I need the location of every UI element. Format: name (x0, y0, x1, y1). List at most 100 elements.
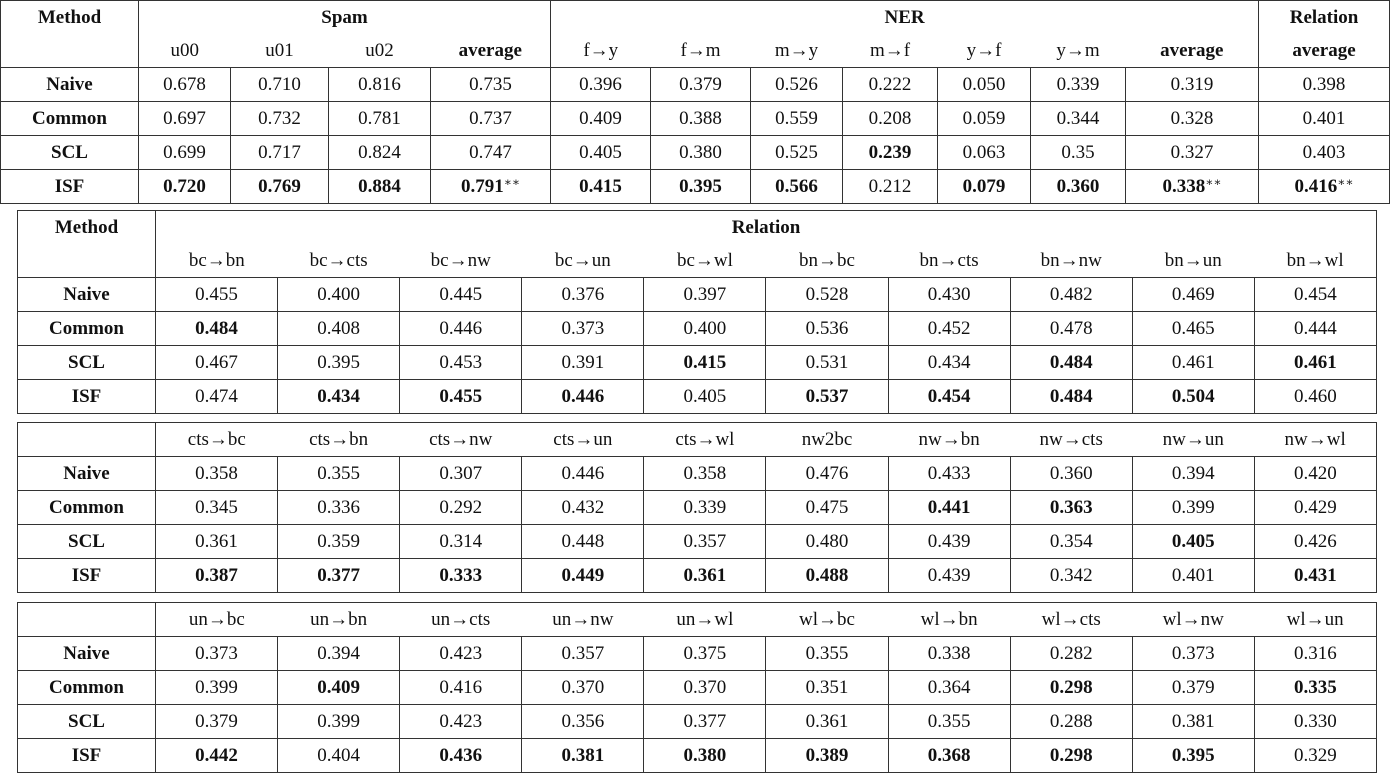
value-cell: 0.399 (1131, 490, 1255, 525)
value: 0.389 (805, 744, 849, 766)
group-header-row: Method Relation (17, 210, 1378, 244)
method-header-spacer (17, 422, 156, 457)
value-cell: 0.35 (1030, 135, 1127, 170)
value-cell: 0.478 (1009, 311, 1133, 346)
value: 0.455 (439, 385, 483, 407)
value: 0.528 (805, 283, 849, 305)
value-cell: 0.298 (1009, 670, 1133, 705)
table-row: SCL 0.467 0.395 0.453 0.391 0.415 0.531 0.434 0.… (17, 345, 1378, 380)
value: 0.445 (439, 283, 483, 305)
table-row: Naive 0.678 0.710 0.816 0.735 0.396 0.379 0.526… (0, 67, 1391, 102)
value: 0.050 (962, 73, 1006, 95)
column-header: un→wl (643, 602, 766, 637)
value-cell: 0.446 (521, 456, 645, 491)
column-header: un→bc (154, 602, 278, 637)
value: 0.432 (561, 496, 605, 518)
value-cell: 0.884 (328, 169, 431, 204)
value: 0.356 (561, 710, 605, 732)
value-cell: 0.537 (765, 379, 889, 414)
value-cell: 0.356 (521, 704, 645, 739)
value: 0.357 (683, 530, 727, 552)
value-cell: 0.405 (1131, 524, 1255, 559)
value-cell: 0.467 (154, 345, 279, 380)
value-cell: 0.370 (521, 670, 645, 705)
value: 0.732 (258, 107, 301, 129)
value-cell: 0.380 (650, 135, 752, 170)
value-cell: 0.395 (1131, 738, 1255, 773)
value: 0.439 (927, 564, 971, 586)
value-cell: 0.377 (277, 558, 401, 593)
value-cell: 0.338∗∗ (1125, 169, 1260, 204)
value-cell: 0.531 (765, 345, 889, 380)
value: 0.391 (561, 351, 605, 373)
value: 0.416 (439, 676, 483, 698)
value-cell: 0.480 (765, 524, 889, 559)
relation-table-un-wl: un→bc un→bn un→cts un→nw un→wl wl→bc wl→bn wl→c… (17, 602, 1377, 773)
value-cell: 0.288 (1009, 704, 1133, 739)
value-cell: 0.735 (429, 67, 552, 102)
method-name: SCL (17, 345, 156, 380)
value-cell: 0.441 (887, 490, 1011, 525)
method-header-spacer (17, 602, 156, 637)
value-cell: 0.345 (154, 490, 279, 525)
value-cell: 0.409 (550, 101, 652, 136)
value: 0.824 (358, 141, 401, 163)
column-header-row: cts→bc cts→bn cts→nw cts→un cts→wl nw2bc nw→bn… (17, 422, 1377, 457)
value-cell: 0.717 (230, 135, 329, 170)
value-cell: 0.212 (842, 169, 939, 204)
value-cell: 0.298 (1009, 738, 1133, 773)
value-cell: 0.416∗∗ (1258, 169, 1391, 204)
value: 0.373 (195, 642, 238, 664)
value-cell: 0.455 (399, 379, 523, 414)
value: 0.396 (579, 73, 622, 95)
results-table-spam-ner-relation: Method Spam NER Relation u00 u01 u02 average f→y… (0, 0, 1391, 204)
value: 0.368 (927, 744, 971, 766)
value-cell: 0.432 (521, 490, 645, 525)
value: 0.442 (195, 744, 238, 766)
value: 0.475 (805, 496, 849, 518)
value-cell: 0.445 (399, 277, 523, 312)
value-cell: 0.816 (328, 67, 431, 102)
value: 0.361 (195, 530, 238, 552)
value-cell: 0.429 (1253, 490, 1377, 525)
value: 0.446 (439, 317, 483, 339)
method-header-spacer (0, 34, 139, 68)
column-header: cts→bc (154, 422, 278, 457)
value: 0.327 (1170, 141, 1214, 163)
table-row: ISF 0.387 0.377 0.333 0.449 0.361 0.488 0.439 0.… (17, 558, 1377, 593)
value-cell: 0.376 (521, 277, 645, 312)
value: 0.484 (1049, 351, 1093, 373)
value-cell: 0.342 (1009, 558, 1133, 593)
value: 0.433 (927, 462, 971, 484)
value-cell: 0.387 (154, 558, 279, 593)
column-header: wl→un (1254, 602, 1377, 637)
value: 0.446 (561, 385, 605, 407)
value: 0.388 (679, 107, 722, 129)
value: 0.360 (1049, 462, 1093, 484)
value-cell: 0.504 (1131, 379, 1255, 414)
value: 0.401 (1171, 564, 1215, 586)
value: 0.370 (561, 676, 605, 698)
method-header: Method (0, 0, 139, 34)
significance-marker: ∗∗ (503, 175, 521, 189)
value-cell: 0.358 (154, 456, 279, 491)
value: 0.333 (439, 564, 483, 586)
column-header: nw→bn (888, 422, 1011, 457)
value-cell: 0.351 (765, 670, 889, 705)
method-header: Method (17, 210, 156, 244)
value: 0.559 (775, 107, 818, 129)
value: 0.400 (683, 317, 727, 339)
table-row: Common 0.697 0.732 0.781 0.737 0.409 0.388 0.55… (0, 101, 1391, 136)
value: 0.394 (317, 642, 361, 664)
value-cell: 0.379 (1131, 670, 1255, 705)
value: 0.884 (358, 175, 401, 197)
column-header: nw2bc (765, 422, 889, 457)
value: 0.298 (1049, 676, 1093, 698)
method-name: ISF (0, 169, 139, 204)
value: 0.678 (163, 73, 206, 95)
value-cell: 0.359 (277, 524, 401, 559)
value-cell: 0.050 (937, 67, 1032, 102)
value-cell: 0.399 (154, 670, 279, 705)
value: 0.35 (1061, 141, 1095, 163)
value-cell: 0.484 (154, 311, 279, 346)
